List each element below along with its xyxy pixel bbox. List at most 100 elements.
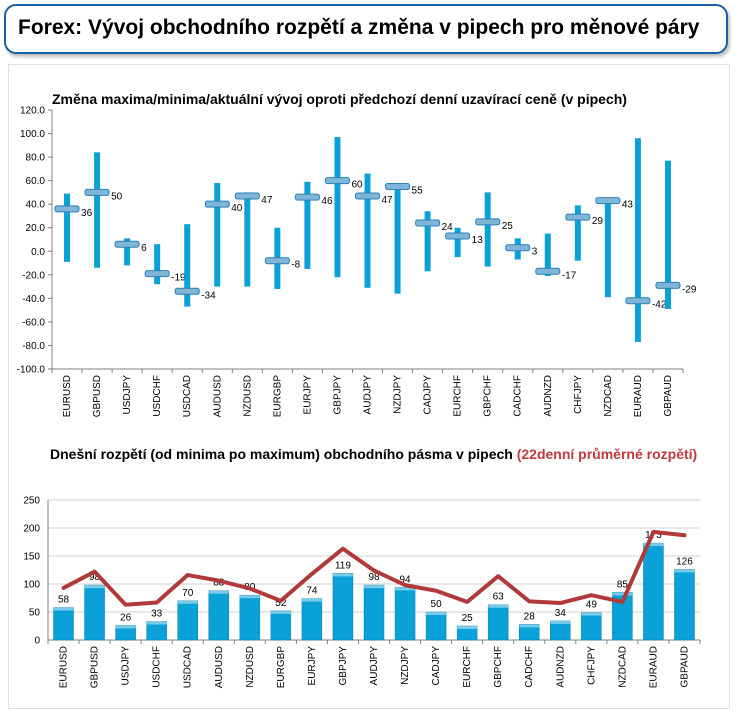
chart2-bar-highlight (301, 598, 322, 602)
chart1-current-marker (355, 192, 380, 200)
chart1-category-label: AUDJPY (363, 375, 374, 415)
chart2-bar-highlight (84, 585, 105, 589)
chart1-category-label: NZDCAD (603, 375, 614, 417)
chart1-current-label: 40 (231, 203, 243, 214)
chart1-current-label: 13 (472, 235, 484, 246)
chart2-bar-highlight (674, 569, 695, 573)
chart2-bar-highlight (239, 595, 260, 599)
chart1-range-bar (424, 211, 431, 272)
chart1-range-bar (364, 173, 371, 288)
chart1-current-marker (294, 193, 320, 201)
chart2-bar-highlight (53, 607, 74, 611)
chart2-y-tick-label: 50 (29, 608, 41, 619)
charts-panel (8, 64, 730, 709)
chart1-range-bar (334, 137, 341, 278)
chart2-category-label: GBPJPY (338, 646, 349, 686)
chart2-bar-highlight (115, 625, 136, 629)
chart2-bar (146, 621, 167, 641)
chart1-current-label: 46 (321, 196, 333, 207)
chart2-value-label: 88 (213, 578, 225, 589)
chart2-bar (394, 587, 416, 641)
chart2-value-label: 33 (151, 609, 163, 620)
chart1-range-bar (394, 184, 401, 294)
chart1-range-bar (244, 192, 251, 287)
chart1-current-label: 50 (111, 191, 123, 202)
chart1-current-marker (144, 270, 170, 278)
chart2-y-tick-label: 200 (23, 524, 40, 535)
chart2-category-label: EURJPY (307, 646, 318, 686)
chart1-category-label: EURJPY (302, 375, 313, 415)
chart1-category-label: CHFJPY (573, 375, 584, 414)
chart1-current-marker (174, 287, 200, 295)
chart1-category-label: GBPJPY (332, 375, 343, 415)
chart1-y-tick-label: -60.0 (22, 317, 45, 328)
chart1-current-marker (535, 267, 561, 275)
chart2-category-label: EURGBP (276, 646, 287, 689)
chart2-avg-range-line (61, 529, 687, 607)
chart1-current-label: -42 (652, 300, 667, 311)
chart1-current-marker (475, 218, 501, 226)
chart1-current-label: 29 (592, 216, 604, 227)
chart1-category-label: AUDNZD (543, 375, 554, 417)
chart1-current-label: 36 (81, 208, 93, 219)
chart2-category-label: USDCAD (183, 646, 194, 688)
chart1-current-label: -19 (171, 273, 186, 284)
chart1-category-label: GBPUSD (92, 375, 103, 417)
chart2-bar (239, 594, 261, 641)
chart1-current-marker (385, 183, 411, 191)
chart2-bar (643, 542, 664, 641)
chart1-range-bar (184, 224, 191, 307)
chart2-bar (53, 607, 74, 641)
chart2-bar-highlight (177, 600, 198, 604)
chart2-value-label: 26 (120, 612, 132, 623)
chart1-current-label: 60 (351, 180, 363, 191)
chart2-title: Dnešní rozpětí (od minima po maximum) ob… (50, 446, 697, 462)
chart1-category-label: CADJPY (423, 375, 434, 415)
chart1-range-bar (64, 193, 71, 262)
chart2-y-tick-label: 250 (23, 496, 40, 507)
chart2-value-label: 98 (368, 572, 380, 583)
chart2-y-tick-label: 100 (23, 580, 40, 591)
chart1-range-bar (634, 138, 641, 342)
page-title: Forex: Vývoj obchodního rozpětí a změna … (18, 16, 700, 39)
chart1-current-marker (415, 219, 441, 227)
chart1-current-label: -34 (201, 290, 216, 301)
chart1-y-tick-label: 40.0 (26, 200, 46, 211)
chart2-category-label: GBPCHF (493, 646, 504, 688)
chart2-value-label: 49 (586, 600, 598, 611)
chart1-current-marker (114, 240, 140, 248)
chart2-value-label: 34 (555, 608, 567, 619)
chart1-y-tick-label: 120.0 (20, 106, 45, 117)
chart2-bar-highlight (612, 592, 633, 596)
chart1-y-tick-label: 60.0 (26, 176, 46, 187)
chart2-bar-highlight (488, 604, 509, 608)
chart1-current-label: -17 (562, 270, 577, 281)
chart2-category-label: CHFJPY (586, 646, 597, 685)
chart2-bar (425, 611, 447, 641)
chart1-y-tick-label: -80.0 (22, 341, 45, 352)
chart2-bar (208, 590, 230, 641)
chart1-current-label: 24 (442, 222, 454, 233)
chart2-bar-highlight (146, 621, 167, 625)
chart1-range-bar (484, 192, 491, 267)
chart2-category-label: NZDCAD (617, 646, 628, 688)
chart1-range-bar (664, 160, 671, 309)
chart1-current-marker (565, 213, 591, 221)
chart1-y-tick-label: -40.0 (22, 294, 45, 305)
chart2-bar-highlight (426, 612, 447, 615)
chart1-y-tick-label: -100.0 (17, 365, 46, 376)
chart2-bar (581, 612, 602, 641)
chart2-bar-highlight (581, 612, 602, 616)
chart1-current-label: 47 (382, 195, 394, 206)
chart1-current-marker (234, 192, 260, 200)
chart1-range-bar (454, 227, 461, 258)
chart2-category-label: AUDUSD (214, 646, 225, 688)
chart1-category-label: USDCAD (182, 375, 193, 417)
chart1-category-label: EURGBP (272, 375, 283, 418)
chart2-category-label: NZDUSD (245, 646, 256, 688)
chart2-bar (84, 584, 105, 641)
chart1-current-label: 3 (532, 247, 538, 258)
chart1-current-label: 43 (622, 200, 634, 211)
chart1-current-marker (505, 244, 531, 252)
chart2-bar-highlight (270, 610, 291, 614)
